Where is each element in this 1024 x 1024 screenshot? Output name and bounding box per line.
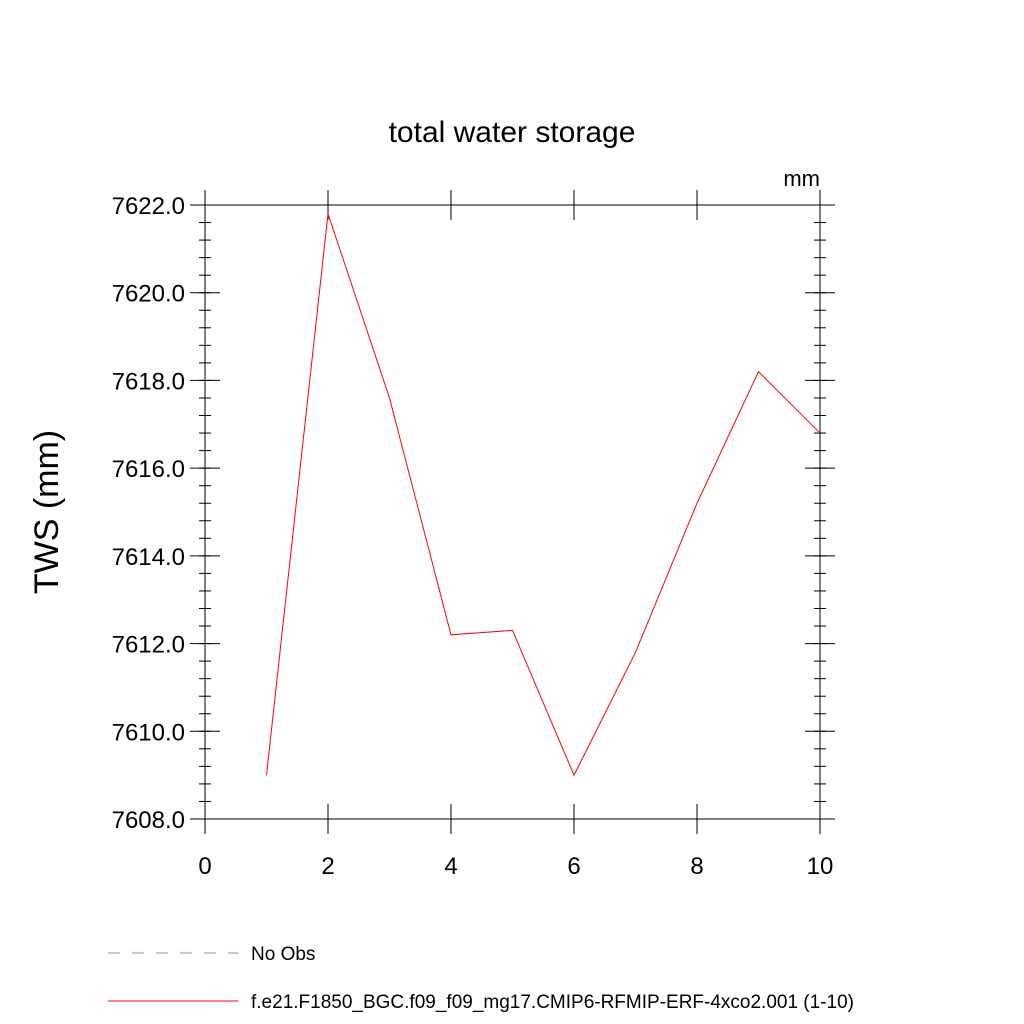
legend-label-0: No Obs (251, 944, 315, 965)
y-tick-label: 7616.0 (112, 456, 185, 483)
y-tick-label: 7620.0 (112, 281, 185, 308)
x-tick-label: 2 (321, 853, 334, 880)
y-tick-label: 7622.0 (112, 193, 185, 220)
y-tick-label: 7610.0 (112, 719, 185, 746)
series-line-1 (266, 213, 821, 777)
y-tick-label: 7618.0 (112, 368, 185, 395)
y-tick-label: 7608.0 (112, 807, 185, 834)
x-tick-label: 10 (807, 853, 834, 880)
y-tick-label: 7612.0 (112, 632, 185, 659)
legend: No Obs f.e21.F1850_BGC.f09_f09_mg17.CMIP6… (108, 944, 854, 1013)
minor-ticks (199, 204, 826, 820)
x-tick-label: 0 (198, 853, 211, 880)
x-tick-label: 4 (444, 853, 457, 880)
x-tick-label: 8 (690, 853, 703, 880)
units-label: mm (783, 166, 820, 191)
x-tick-label: 6 (567, 853, 580, 880)
chart-title: total water storage (389, 116, 636, 149)
y-axis-label: TWS (mm) (28, 430, 66, 594)
x-tick-labels: 0 2 4 6 8 10 (198, 853, 833, 880)
major-ticks (190, 190, 835, 834)
legend-label-1: f.e21.F1850_BGC.f09_f09_mg17.CMIP6-RFMIP… (251, 992, 854, 1013)
y-tick-label: 7614.0 (112, 544, 185, 571)
y-tick-labels: 7608.0 7610.0 7612.0 7614.0 7616.0 7618.0 7620… (112, 193, 185, 834)
series-lines (266, 213, 821, 777)
plot-frame (204, 204, 821, 820)
